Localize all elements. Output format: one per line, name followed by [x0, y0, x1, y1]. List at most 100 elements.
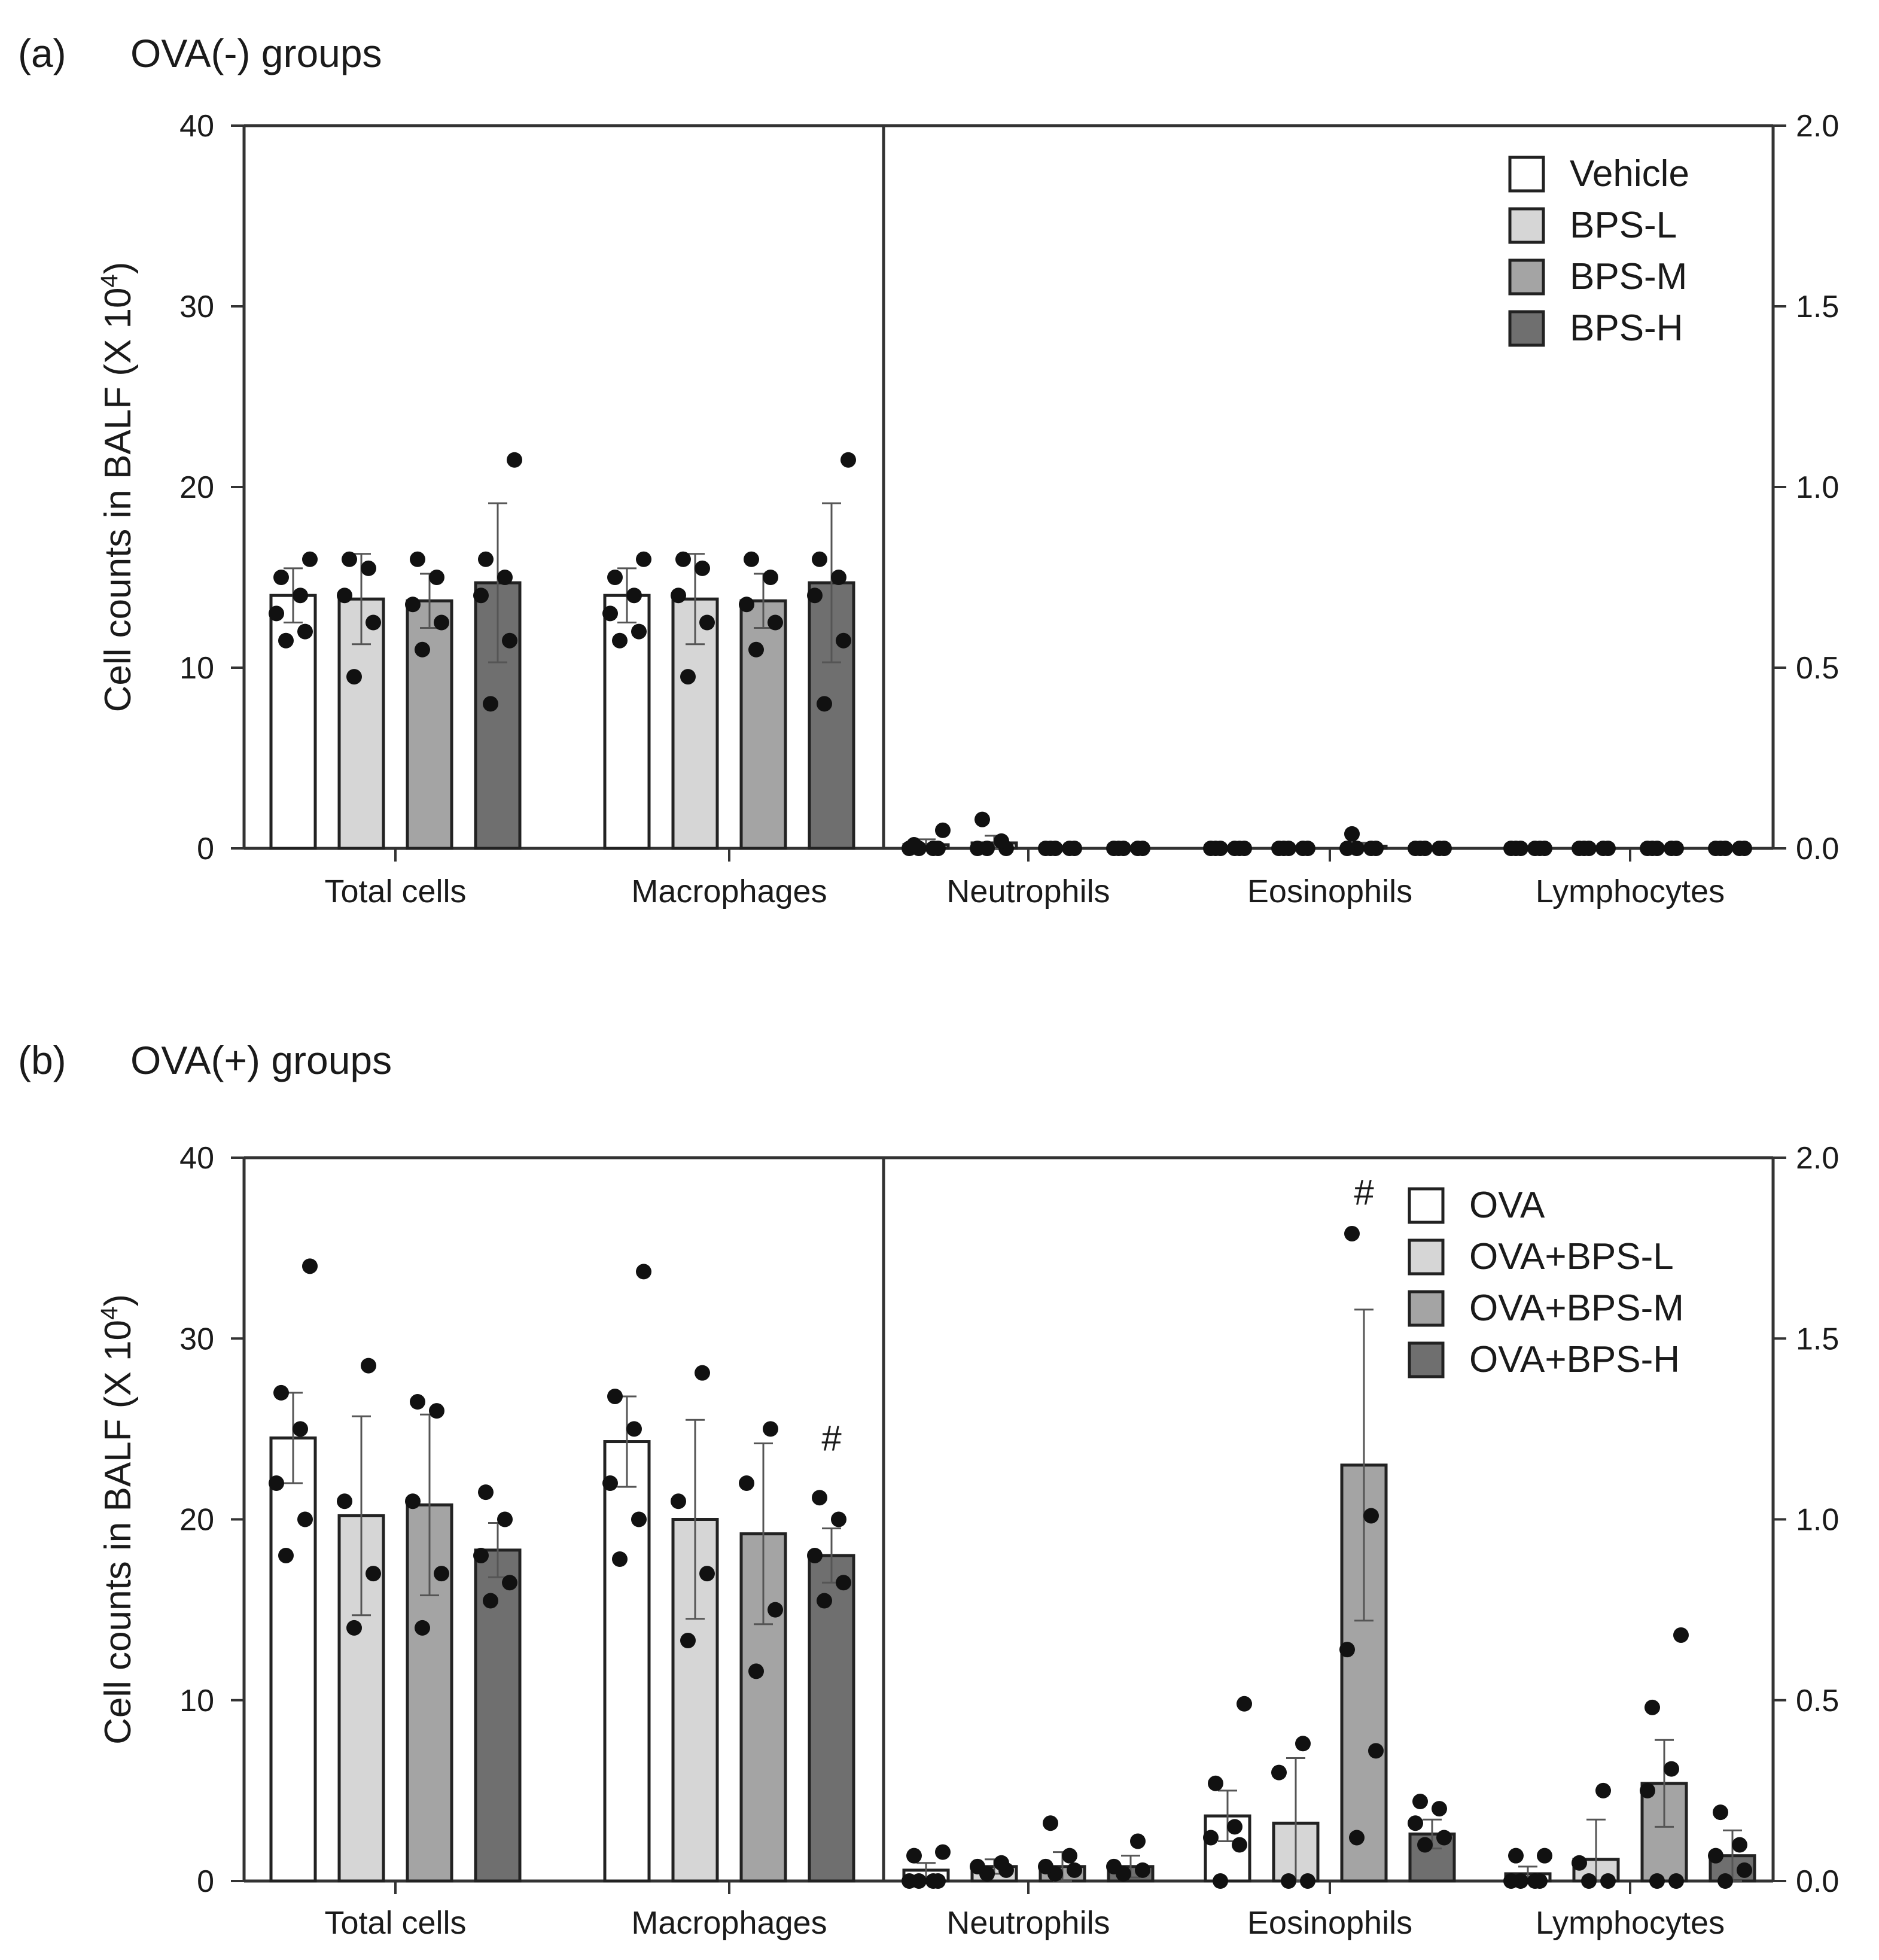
data-point [1208, 841, 1223, 856]
data-point [297, 623, 313, 640]
data-point [1508, 1848, 1524, 1864]
data-point [1595, 1782, 1611, 1798]
bar [406, 599, 453, 850]
data-point [744, 551, 759, 567]
data-point [273, 1384, 289, 1401]
y-axis-label: Cell counts in BALF (X 104) [96, 262, 139, 713]
data-point [346, 669, 362, 685]
panel-b: (b) OVA(+) groups 0 10 20 30 40 0.0 0.5 1.0 1.5 2.0… [18, 1038, 1839, 1941]
legend-swatch [1508, 207, 1545, 244]
data-point [1640, 1782, 1655, 1798]
data-point [763, 570, 778, 585]
y-axis-label-main: Cell counts in BALF (X 10 [98, 1320, 139, 1745]
data-point [602, 605, 618, 622]
right-tick-label: 1.0 [1796, 470, 1839, 505]
data-point [935, 1844, 951, 1860]
data-point [935, 822, 951, 838]
data-point [497, 1511, 513, 1527]
data-point [478, 551, 494, 567]
data-point [631, 623, 647, 640]
data-point [1271, 1764, 1287, 1781]
data-point [831, 570, 846, 585]
data-point [1130, 1833, 1146, 1849]
panel-label: (a) [18, 31, 66, 75]
data-point [831, 1511, 846, 1527]
data-point [1237, 1696, 1252, 1712]
category-label: Lymphocytes [1536, 1905, 1725, 1941]
left-tick-label: 10 [179, 651, 214, 686]
data-point [429, 1403, 444, 1419]
data-point [429, 570, 444, 585]
data-point [297, 1511, 313, 1527]
data-point [974, 811, 990, 827]
category-label: Eosinophils [1247, 1905, 1412, 1941]
data-point [1664, 1761, 1679, 1777]
data-point [1576, 841, 1592, 856]
data-point [695, 1365, 710, 1381]
data-point [405, 1493, 421, 1509]
data-point [1339, 1642, 1355, 1658]
significance-marker: # [821, 1419, 842, 1459]
data-point [1349, 1830, 1365, 1846]
category-label: Lymphocytes [1536, 874, 1725, 909]
data-point [1412, 841, 1428, 856]
data-point [807, 1547, 823, 1563]
data-point [507, 452, 522, 468]
data-point [1227, 1819, 1242, 1835]
data-point [1717, 1873, 1733, 1889]
data-point [337, 1493, 352, 1509]
panel-title: OVA(+) groups [130, 1038, 392, 1082]
data-point [1732, 841, 1747, 856]
data-point [671, 588, 686, 604]
data-point [415, 641, 430, 658]
right-tick-label: 0.0 [1796, 1864, 1839, 1899]
data-point [1237, 841, 1252, 856]
left-tick-label: 10 [179, 1684, 214, 1718]
data-point [1668, 1873, 1684, 1889]
data-point [273, 570, 289, 585]
data-point [361, 560, 376, 576]
category-label: Eosinophils [1247, 874, 1412, 909]
category-label: Neutrophils [946, 1905, 1110, 1941]
data-point [1213, 1873, 1228, 1889]
data-point [1368, 1743, 1384, 1759]
data-point [1281, 1873, 1296, 1889]
data-point [361, 1358, 376, 1374]
legend-swatch [1508, 258, 1545, 296]
right-tick-label: 2.0 [1796, 1141, 1839, 1176]
data-point [671, 1493, 686, 1509]
data-point [483, 1593, 498, 1609]
data-point [748, 1663, 764, 1679]
data-point [1062, 1848, 1077, 1864]
data-point [739, 1475, 754, 1492]
data-point [337, 588, 352, 604]
right-tick-label: 1.5 [1796, 290, 1839, 324]
data-point [925, 1873, 941, 1889]
data-point [269, 605, 284, 622]
data-point [1436, 1830, 1452, 1846]
data-point [836, 1575, 851, 1591]
data-point [1508, 841, 1524, 856]
data-point [1537, 1848, 1552, 1864]
right-tick-label: 1.0 [1796, 1503, 1839, 1538]
right-tick-label: 1.5 [1796, 1322, 1839, 1356]
data-point [1295, 1736, 1311, 1752]
left-tick-label: 0 [197, 1864, 214, 1899]
data-point [902, 1873, 917, 1889]
data-point [1295, 841, 1311, 856]
data-point [1038, 1858, 1053, 1874]
data-point [994, 1855, 1009, 1871]
data-point [1106, 1858, 1122, 1874]
data-point [1135, 1862, 1150, 1878]
legend-label: OVA+BPS-M [1469, 1288, 1684, 1329]
legend-swatch [1508, 156, 1545, 193]
data-point [748, 641, 764, 658]
data-point [293, 1421, 308, 1437]
bar [603, 1440, 651, 1883]
data-point [699, 614, 715, 631]
y-axis-label-exponent: 4 [96, 274, 123, 287]
data-point [278, 632, 294, 649]
right-tick-label: 0.0 [1796, 832, 1839, 866]
data-point [768, 1602, 783, 1618]
